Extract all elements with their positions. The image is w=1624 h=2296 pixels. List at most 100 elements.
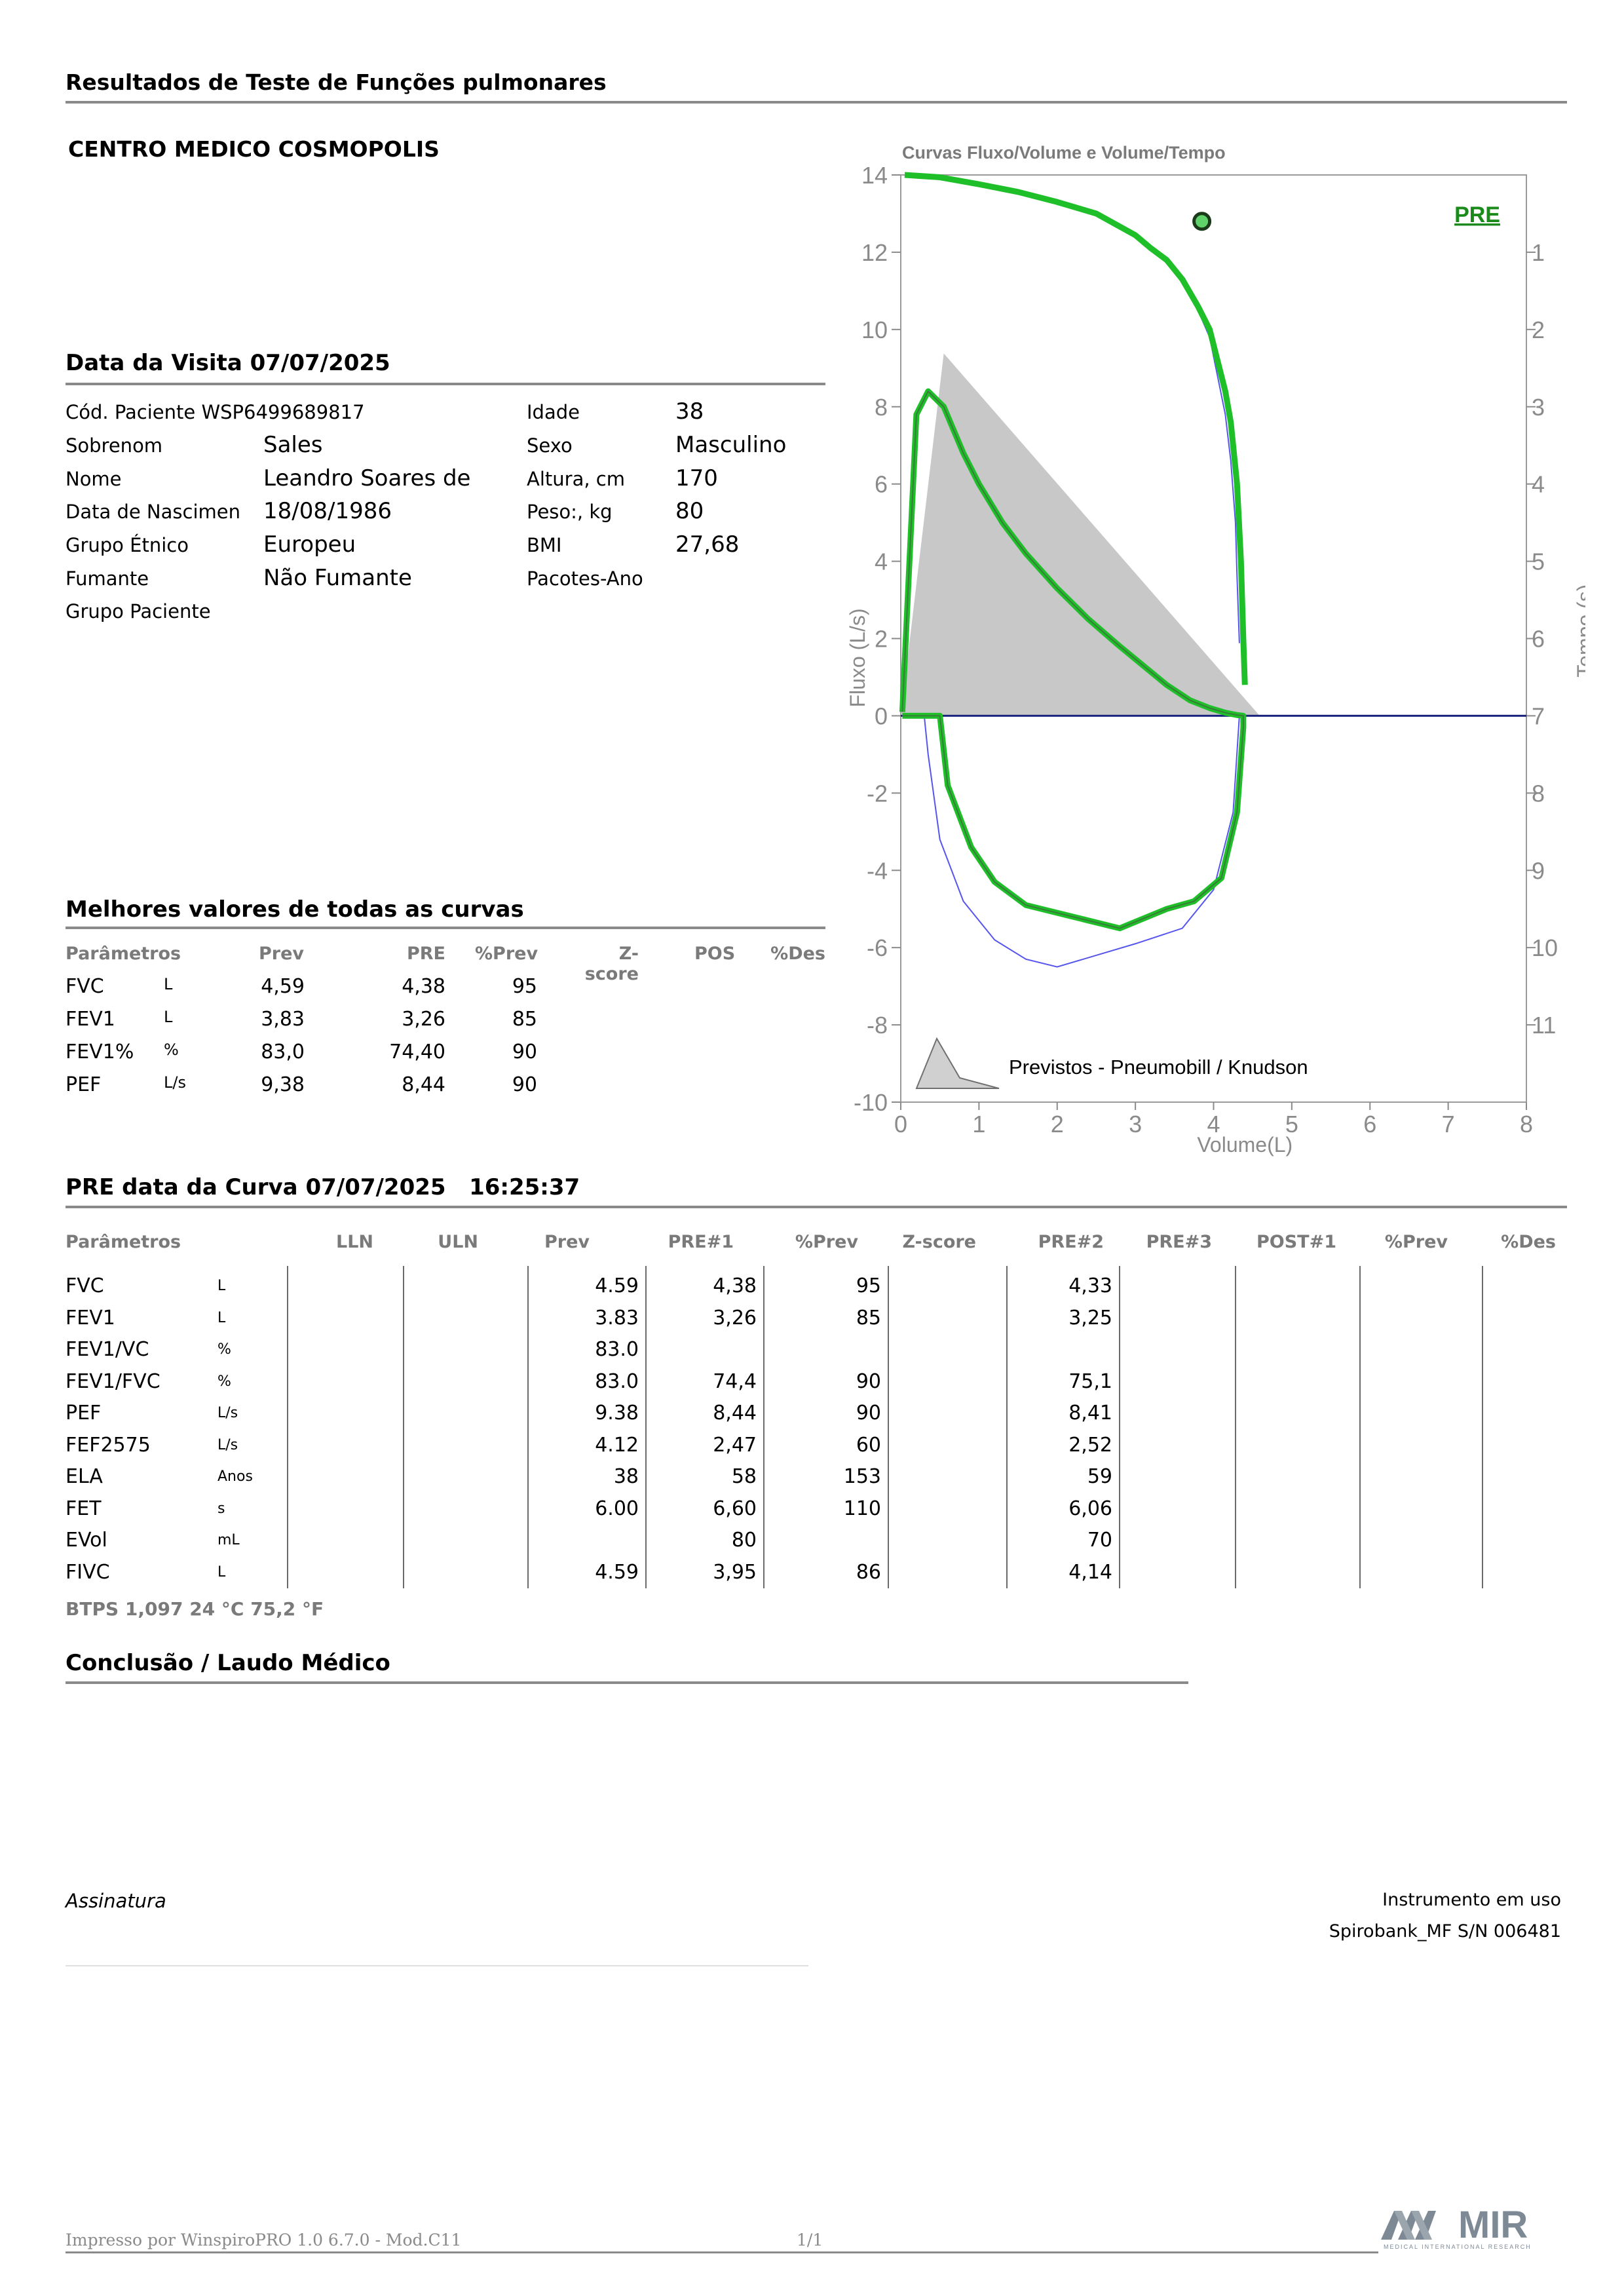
curve-header-7: PRE#2 [1038, 1232, 1104, 1252]
curve-pre1: 80 [731, 1529, 757, 1552]
patient-right-label-1: Sexo [527, 434, 573, 457]
mir-logo-mark-icon [1381, 2211, 1436, 2240]
patient-label-2: Nome [66, 468, 122, 490]
y2-tick-label: 7 [1532, 702, 1545, 729]
x-tick-label: 4 [1207, 1111, 1220, 1138]
curve-unit: % [217, 1373, 231, 1390]
curve-header-11: %Des [1501, 1232, 1556, 1252]
patient-label-0: Cód. Paciente WSP6499689817 [66, 401, 365, 423]
patient-right-label-0: Idade [527, 401, 580, 423]
best-prev: 83,0 [261, 1041, 305, 1063]
curve-param: FIVC [66, 1561, 110, 1584]
patient-label-4: Grupo Étnico [66, 534, 189, 556]
curve-pre1: 8,44 [713, 1402, 757, 1425]
curve-title-text: PRE data da Curva 07/07/2025 [66, 1174, 446, 1200]
curve-header-5: %Prev [795, 1232, 858, 1252]
x-tick-label: 1 [972, 1111, 985, 1138]
volume-time-pre-curve [904, 172, 1248, 685]
y2-tick-label: 3 [1532, 394, 1545, 421]
curve-pre2: 70 [1087, 1529, 1112, 1552]
curve-param: FEV1/FVC [66, 1370, 161, 1393]
y2-tick-label: 8 [1532, 780, 1545, 807]
curve-pre2: 59 [1087, 1465, 1112, 1488]
curve-pprev: 95 [856, 1274, 881, 1297]
best-title: Melhores valores de todas as curvas [66, 896, 524, 923]
curve-pprev: 110 [843, 1497, 881, 1520]
x-tick-label: 5 [1285, 1111, 1298, 1138]
best-header-1: Prev [259, 944, 305, 964]
chart-title: Curvas Fluxo/Volume e Volume/Tempo [902, 143, 1226, 163]
curve-header-2: ULN [438, 1232, 478, 1252]
conclusion-title: Conclusão / Laudo Médico [66, 1650, 390, 1676]
best-pprev: 90 [512, 1073, 537, 1096]
curve-pre2: 4,33 [1068, 1274, 1112, 1297]
patient-right-label-3: Peso:, kg [527, 501, 613, 523]
curve-col-divider-3 [645, 1266, 647, 1588]
curve-param: FVC [66, 1274, 104, 1297]
best-rule [66, 927, 825, 929]
patient-label-3: Data de Nascimen [66, 501, 240, 523]
curve-pre1: 2,47 [713, 1434, 757, 1457]
y-tick-label: 10 [861, 316, 888, 343]
best-unit: L/s [164, 1073, 186, 1092]
curve-pre1: 58 [731, 1465, 757, 1488]
legend-text: Previstos - Pneumobill / Knudson [1009, 1056, 1308, 1079]
curve-pre2: 2,52 [1068, 1434, 1112, 1457]
mir-logo: MIR MEDICAL INTERNATIONAL RESEARCH [1381, 2203, 1564, 2251]
y-tick-label: 4 [875, 548, 888, 575]
patient-right-value-0: 38 [675, 398, 704, 425]
best-header-5: POS [694, 944, 736, 964]
best-prev: 4,59 [261, 975, 305, 998]
curve-pre1: 74,4 [713, 1370, 757, 1393]
best-unit: L [164, 975, 173, 993]
curve-col-divider-7 [1119, 1266, 1120, 1588]
curve-col-divider-2 [527, 1266, 529, 1588]
best-header-3: %Prev [475, 944, 538, 964]
curve-header-10: %Prev [1384, 1232, 1448, 1252]
best-pre: 4,38 [402, 975, 445, 998]
best-pprev: 95 [512, 975, 537, 998]
signature-line [66, 1965, 808, 1966]
curve-unit: L/s [217, 1437, 238, 1453]
pre-tag: PRE [1454, 202, 1500, 227]
curve-unit: mL [217, 1532, 240, 1548]
curve-prev: 83.0 [595, 1370, 639, 1393]
curve-unit: L [217, 1310, 226, 1326]
curve-col-divider-4 [763, 1266, 765, 1588]
curve-unit: s [217, 1501, 225, 1517]
curve-pre2: 6,06 [1068, 1497, 1112, 1520]
patient-label-6: Grupo Paciente [66, 600, 211, 622]
y-tick-label: 6 [875, 471, 888, 498]
best-pre: 3,26 [402, 1008, 445, 1031]
y2-tick-label: 4 [1532, 471, 1545, 498]
patient-value-3: 18/08/1986 [263, 498, 392, 524]
best-param: PEF [66, 1073, 102, 1096]
curve-pre1: 3,26 [713, 1307, 757, 1330]
curve-unit: L/s [217, 1405, 238, 1421]
footer-rule [66, 2251, 1378, 2253]
best-prev: 9,38 [261, 1073, 305, 1096]
best-unit: % [164, 1041, 179, 1059]
curve-param: ELA [66, 1465, 103, 1488]
curve-pprev: 85 [856, 1307, 881, 1330]
curve-col-divider-10 [1482, 1266, 1483, 1588]
x-tick-label: 7 [1442, 1111, 1455, 1138]
patient-right-label-5: Pacotes-Ano [527, 567, 643, 590]
curve-col-divider-0 [287, 1266, 288, 1588]
curve-header-1: LLN [335, 1232, 373, 1252]
best-pprev: 90 [512, 1041, 537, 1063]
x-tick-label: 3 [1129, 1111, 1142, 1138]
curve-header-8: PRE#3 [1146, 1232, 1212, 1252]
patient-value-4: Europeu [263, 531, 356, 558]
btps-info: BTPS 1,097 24 °C 75,2 °F [66, 1598, 324, 1620]
patient-right-value-4: 27,68 [675, 531, 740, 558]
curve-pre1: 6,60 [713, 1497, 757, 1520]
curve-col-divider-9 [1359, 1266, 1361, 1588]
patient-label-5: Fumante [66, 567, 149, 590]
conclusion-rule [66, 1681, 1188, 1684]
visit-title: Data da Visita 07/07/2025 [66, 350, 390, 376]
best-pre: 8,44 [402, 1073, 445, 1096]
legend-predicted-icon [915, 1037, 1000, 1089]
y2-tick-label: 2 [1532, 316, 1545, 343]
footer-printed-by: Impresso por WinspiroPRO 1.0 6.7.0 - Mod… [66, 2230, 462, 2249]
